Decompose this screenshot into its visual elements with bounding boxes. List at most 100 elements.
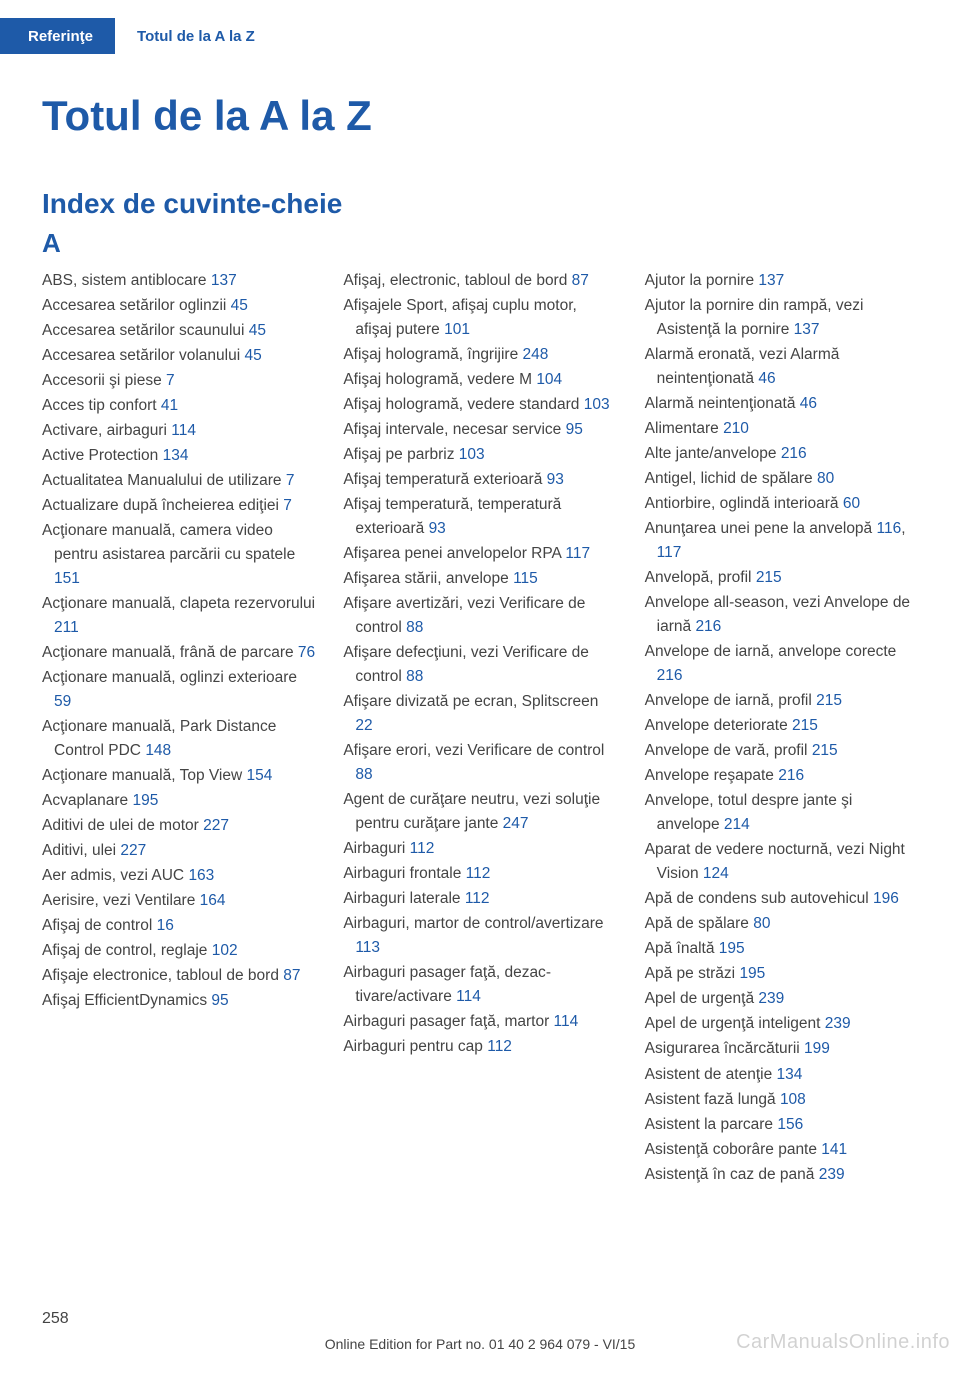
page-ref[interactable]: 115	[513, 570, 538, 587]
index-entry: Activare, airbaguri 114	[42, 419, 315, 443]
page-ref[interactable]: 137	[211, 272, 237, 289]
index-entry: Asistenţă coborâre pante 141	[645, 1138, 918, 1162]
page-ref[interactable]: 102	[212, 942, 238, 959]
page-ref[interactable]: 134	[163, 447, 189, 464]
page-ref[interactable]: 156	[777, 1116, 803, 1133]
index-entry: Alarmă neintenţionată 46	[645, 392, 918, 416]
page-ref[interactable]: 103	[584, 396, 610, 413]
page-ref[interactable]: 211	[54, 619, 79, 636]
page-ref[interactable]: 196	[873, 890, 899, 907]
page-ref[interactable]: 112	[466, 865, 491, 882]
page-ref[interactable]: 7	[166, 372, 175, 389]
page-ref[interactable]: 114	[554, 1013, 579, 1030]
page-ref[interactable]: 239	[825, 1015, 851, 1032]
page-ref[interactable]: 95	[211, 992, 228, 1009]
page-ref[interactable]: 60	[843, 495, 860, 512]
page-ref[interactable]: 164	[200, 892, 226, 909]
page-ref[interactable]: 195	[719, 940, 745, 957]
page-ref[interactable]: 227	[203, 817, 229, 834]
page-ref[interactable]: 7	[283, 497, 292, 514]
page-ref[interactable]: 41	[161, 397, 178, 414]
index-entry: Accesarea setărilor oglin­zii 45	[42, 294, 315, 318]
index-entry: Airbaguri pentru cap 112	[343, 1035, 616, 1059]
page-ref[interactable]: 46	[800, 395, 817, 412]
page-ref[interactable]: 104	[536, 371, 562, 388]
page-ref[interactable]: 163	[188, 867, 214, 884]
page-ref[interactable]: 239	[819, 1166, 845, 1183]
page-ref[interactable]: 7	[286, 472, 295, 489]
page-ref[interactable]: 95	[566, 421, 583, 438]
page-ref[interactable]: 114	[171, 422, 196, 439]
page-ref[interactable]: 45	[244, 347, 261, 364]
page-ref[interactable]: 214	[724, 816, 750, 833]
page-ref[interactable]: 247	[503, 815, 529, 832]
page-ref[interactable]: 22	[355, 717, 372, 734]
page-ref[interactable]: 87	[283, 967, 300, 984]
page-ref[interactable]: 216	[781, 445, 807, 462]
page-ref[interactable]: 137	[794, 321, 820, 338]
page-ref[interactable]: 93	[429, 520, 446, 537]
page-ref[interactable]: 88	[406, 619, 423, 636]
page-ref[interactable]: 88	[406, 668, 423, 685]
page-ref[interactable]: 101	[444, 321, 470, 338]
page-ref[interactable]: 239	[758, 990, 784, 1007]
page-ref[interactable]: 45	[231, 297, 248, 314]
page-ref[interactable]: 45	[249, 322, 266, 339]
page-ref[interactable]: 215	[792, 717, 818, 734]
page-ref[interactable]: 87	[572, 272, 589, 289]
index-entry: Afişare defecţiuni, vezi Verifi­care de …	[343, 641, 616, 689]
page-ref[interactable]: 112	[465, 890, 490, 907]
page-ref[interactable]: 117	[657, 544, 682, 561]
page-title: Totul de la A la Z	[42, 92, 918, 140]
index-entry: Aditivi, ulei 227	[42, 839, 315, 863]
page-ref[interactable]: 148	[145, 742, 171, 759]
page-ref[interactable]: 93	[547, 471, 564, 488]
page-ref[interactable]: 215	[812, 742, 838, 759]
page-ref[interactable]: 117	[565, 545, 590, 562]
page-ref[interactable]: 114	[456, 988, 481, 1005]
index-entry: Afişaj, electronic, tabloul de bord 87	[343, 269, 616, 293]
page-ref[interactable]: 103	[459, 446, 485, 463]
page-ref[interactable]: 112	[487, 1038, 512, 1055]
page-ref[interactable]: 137	[758, 272, 784, 289]
index-entry: Afişaj de control, reglaje 102	[42, 939, 315, 963]
page-ref[interactable]: 215	[756, 569, 782, 586]
page-ref[interactable]: 124	[703, 865, 729, 882]
page-ref[interactable]: 134	[777, 1066, 803, 1083]
page-ref[interactable]: 116	[876, 520, 901, 537]
page-ref[interactable]: 88	[355, 766, 372, 783]
page-ref[interactable]: 215	[816, 692, 842, 709]
index-entry: Asigurarea încărcăturii 199	[645, 1037, 918, 1061]
page-ref[interactable]: 199	[804, 1040, 830, 1057]
page-ref[interactable]: 216	[778, 767, 804, 784]
index-entry: Anvelope de vară, profil 215	[645, 739, 918, 763]
page-ref[interactable]: 248	[523, 346, 549, 363]
page-ref[interactable]: 113	[355, 939, 380, 956]
page-ref[interactable]: 154	[247, 767, 273, 784]
page-ref[interactable]: 46	[758, 370, 775, 387]
page-ref[interactable]: 59	[54, 693, 71, 710]
index-entry: Alte jante/anvelope 216	[645, 442, 918, 466]
index-entry: Anvelope de iarnă, profil 215	[645, 689, 918, 713]
page-ref[interactable]: 80	[817, 470, 834, 487]
page-ref[interactable]: 112	[410, 840, 435, 857]
page-ref[interactable]: 216	[695, 618, 721, 635]
page-ref[interactable]: 210	[723, 420, 749, 437]
page-ref[interactable]: 216	[657, 667, 683, 684]
page-ref[interactable]: 195	[739, 965, 765, 982]
page-ref[interactable]: 195	[132, 792, 158, 809]
index-entry: Afişajele Sport, afişaj cuplu motor, afi…	[343, 294, 616, 342]
page-ref[interactable]: 141	[821, 1141, 847, 1158]
page-ref[interactable]: 76	[298, 644, 315, 661]
index-columns: ABS, sistem antiblocare 137Accesarea set…	[42, 269, 918, 1188]
page-ref[interactable]: 151	[54, 570, 80, 587]
index-column: Ajutor la pornire 137Ajutor la pornire d…	[645, 269, 918, 1188]
index-entry: Airbaguri, martor de control/avertizare …	[343, 912, 616, 960]
page-ref[interactable]: 227	[120, 842, 146, 859]
page-ref[interactable]: 108	[780, 1091, 806, 1108]
index-entry: Acţionare manuală, frână de parcare 76	[42, 641, 315, 665]
page-ref[interactable]: 16	[157, 917, 174, 934]
index-entry: Afişaj hologramă, vedere standard 103	[343, 393, 616, 417]
index-entry: Afişare divizată pe ecran, Splitscreen 2…	[343, 690, 616, 738]
page-ref[interactable]: 80	[753, 915, 770, 932]
